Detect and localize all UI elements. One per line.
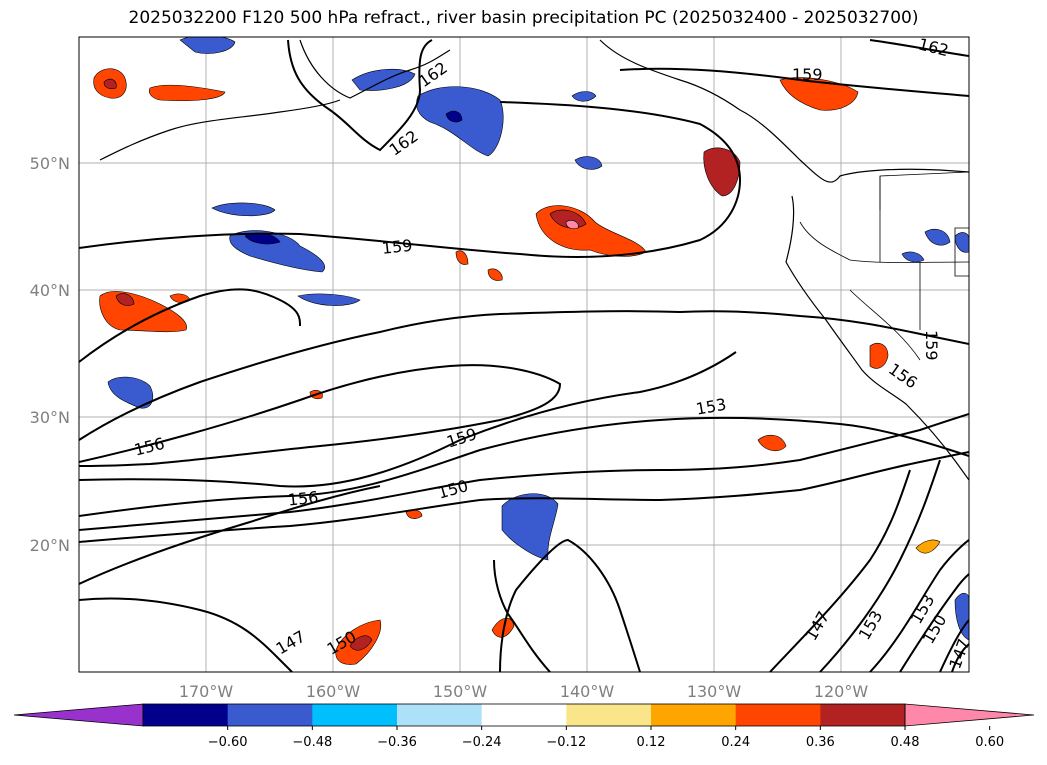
neg-anomaly-blob [351, 68, 416, 91]
lon-label-120w: 120°W [814, 682, 869, 701]
refractivity-contours [79, 39, 969, 672]
neg-anomaly-blob [574, 156, 603, 170]
colorbar-extend-high [904, 703, 1035, 727]
pos-anomaly-blob [487, 268, 503, 281]
neg-anomaly-blob [924, 229, 951, 246]
colorbar-segment [143, 704, 229, 726]
colorbar-segment [481, 704, 567, 726]
lon-label-130w: 130°W [687, 682, 742, 701]
colorbar-tick-label: 0.36 [806, 735, 835, 750]
neg-anomaly-blob [571, 91, 597, 102]
neg-anomaly-blob [901, 251, 925, 263]
lon-label-160w: 160°W [306, 682, 361, 701]
colorbar-tick-label: −0.36 [377, 735, 417, 750]
colorbar-tick-label: −0.24 [462, 735, 502, 750]
contour-label: 162 [916, 34, 950, 60]
pos-anomaly-core [115, 293, 135, 306]
colorbar-tick-label: 0.60 [975, 735, 1004, 750]
lon-label-140w: 140°W [560, 682, 615, 701]
colorbar: −0.60 −0.48 −0.36 −0.24 −0.12 0.12 0.24 0.36 0.4… [13, 703, 1035, 750]
colorbar-tick-label: 0.12 [637, 735, 666, 750]
pos-anomaly-blob [915, 539, 941, 554]
pos-anomaly-blob [703, 147, 741, 197]
neg-anomaly-blob [297, 293, 361, 306]
colorbar-segment [312, 704, 398, 726]
neg-anomaly-core [445, 110, 463, 123]
colorbar-tick-label: −0.60 [208, 735, 248, 750]
contour-label: 159 [792, 65, 823, 84]
contour-label: 156 [287, 488, 319, 510]
coastlines [99, 39, 969, 481]
colorbar-segment [651, 704, 737, 726]
lat-label-20n: 20°N [30, 536, 70, 555]
neg-anomaly-blob [179, 37, 236, 54]
colorbar-segment [820, 704, 906, 726]
lat-label-50n: 50°N [30, 154, 70, 173]
colorbar-extend-low [13, 703, 144, 727]
neg-anomaly-blob [211, 202, 276, 217]
colorbar-tick-label: −0.12 [546, 735, 586, 750]
neg-anomaly-blob [954, 592, 969, 641]
longitude-labels: 170°W 160°W 150°W 140°W 130°W 120°W [179, 682, 869, 701]
colorbar-tick-label: −0.48 [292, 735, 332, 750]
map-area: 162 162 162 159 159 159 159 156 156 156 … [78, 34, 970, 673]
colorbar-tick-label: 0.48 [891, 735, 920, 750]
map-title: 2025032200 F120 500 hPa refract., river … [128, 8, 919, 28]
colorbar-segment [735, 704, 821, 726]
latitude-labels: 50°N 40°N 30°N 20°N [30, 154, 70, 555]
contour-label: 159 [922, 330, 941, 361]
colorbar-segment [397, 704, 483, 726]
colorbar-frame [142, 703, 906, 727]
colorbar-segment [566, 704, 652, 726]
precipitation-anomaly-fills [93, 37, 969, 665]
colorbar-segment [227, 704, 313, 726]
pos-anomaly-core [565, 220, 579, 230]
pos-anomaly-blob [149, 84, 226, 102]
pos-anomaly-blob [779, 77, 859, 111]
lat-label-40n: 40°N [30, 281, 70, 300]
colorbar-tick-label: 0.24 [721, 735, 750, 750]
pos-anomaly-blob [455, 250, 469, 265]
pos-anomaly-blob [757, 434, 787, 452]
pos-anomaly-core [349, 635, 373, 651]
lon-label-170w: 170°W [179, 682, 234, 701]
pos-anomaly-core [103, 78, 117, 90]
neg-anomaly-blob [954, 232, 969, 253]
pos-anomaly-blob [869, 343, 889, 369]
neg-anomaly-blob [501, 493, 559, 561]
lat-label-30n: 30°N [30, 408, 70, 427]
lon-label-150w: 150°W [433, 682, 488, 701]
contour-label: 159 [381, 236, 413, 258]
